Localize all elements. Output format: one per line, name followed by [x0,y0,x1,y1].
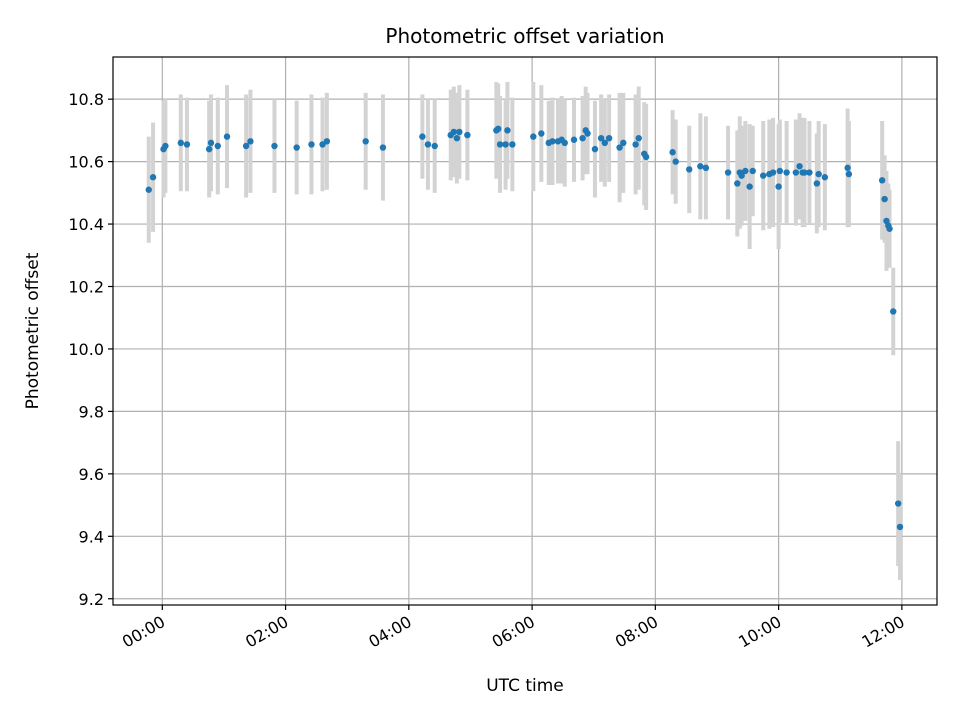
data-point [686,166,693,173]
data-point [878,177,886,184]
data-point [601,139,609,147]
data-point [496,141,504,148]
y-axis-title: Photometric offset [23,252,43,409]
data-point [223,133,231,140]
data-point [821,174,829,181]
y-axis: 9.2 9.4 9.6 9.8 10.0 10.2 10.4 10.6 10.8 [68,90,113,609]
data-point [605,134,613,142]
data-point [549,138,556,145]
data-point [749,167,756,175]
plot-frame [112,56,938,606]
y-tick-label: 9.8 [79,402,104,421]
data-point [453,134,461,142]
data-point [815,170,822,178]
x-axis-title: UTC time [486,676,564,696]
data-point [579,134,586,142]
data-point [464,131,471,139]
y-tick-label: 9.2 [79,590,104,609]
y-tick-label: 9.4 [79,527,104,546]
data-point [742,167,749,175]
data-point [746,183,753,190]
data-point [672,158,679,165]
data-point [271,142,278,150]
data-point [734,180,741,187]
data-point [616,144,623,151]
data-point [502,141,509,148]
y-tick-label: 10.2 [68,278,104,297]
data-point [801,169,808,176]
data-point [597,134,605,142]
data-point [806,169,813,176]
data-point [242,142,250,150]
data-point [205,145,213,153]
data-point [738,172,745,179]
data-point [145,186,152,193]
data-point [561,139,568,147]
data-point [431,142,438,150]
data-point [214,142,221,150]
data-point [424,141,432,148]
data-point [308,141,315,148]
data-point [419,133,426,140]
data-point [844,164,851,172]
y-tick-label: 10.4 [68,215,104,234]
data-point [293,144,300,151]
data-point [323,138,331,145]
data-point [538,130,545,137]
data-point [845,170,853,178]
point-layer [145,125,904,531]
data-point [591,145,599,153]
y-tick-label: 9.6 [79,465,104,484]
data-point [669,149,676,156]
y-tick-label: 10.8 [68,90,104,109]
data-point [494,125,502,133]
data-point [813,180,821,187]
data-point [247,138,254,145]
data-point [776,167,784,175]
data-point [886,225,893,232]
data-point [632,141,639,148]
data-point [796,163,803,170]
data-point [881,195,888,203]
data-point [697,163,704,170]
chart-title: Photometric offset variation [385,24,664,48]
data-point [792,169,800,176]
data-point [530,133,537,140]
data-point [584,130,591,137]
y-tick-label: 10.6 [68,153,104,172]
data-point [504,127,511,134]
data-point [570,136,578,143]
data-point [207,139,215,147]
data-point [183,141,191,148]
data-point [760,172,767,179]
data-point [362,138,369,145]
data-point [642,153,650,161]
data-point [149,174,157,181]
data-point [896,523,904,531]
data-point [450,128,458,136]
data-point [379,144,387,151]
data-point [456,128,463,136]
data-point [890,308,897,315]
data-point [894,500,902,507]
data-point [635,134,642,142]
data-point [769,169,777,176]
data-point [775,183,782,190]
data-point [702,164,710,172]
data-point [509,141,516,148]
data-point [724,169,732,176]
data-point [783,169,790,176]
data-point [620,139,627,147]
data-point [177,139,184,147]
y-tick-label: 10.0 [68,340,104,359]
data-point [162,142,169,150]
